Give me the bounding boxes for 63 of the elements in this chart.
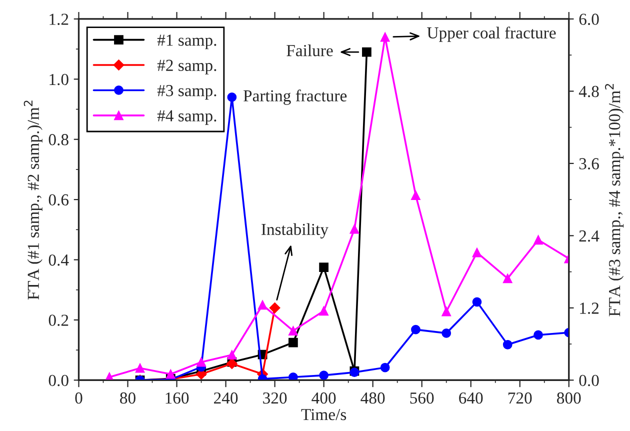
legend-label: #1 samp. [157, 34, 216, 50]
y-tick-label: 0.6 [48, 194, 69, 206]
legend-label: #4 samp. [157, 110, 216, 125]
y-axis-title: FTA (#1 samp., #2 samp.)/m$^{2}$ [24, 100, 42, 300]
x-tick-label: 240 [214, 392, 238, 404]
point [472, 297, 482, 307]
y2-tick-label: 2.4 [579, 230, 600, 242]
point [534, 235, 543, 245]
point [380, 362, 390, 372]
x-tick-label: 0 [75, 392, 82, 404]
point [288, 372, 298, 380]
annotation: Instability [262, 223, 328, 238]
point [288, 326, 298, 336]
y2-tick-label: 0.0 [579, 374, 599, 386]
point [226, 358, 238, 370]
point [227, 92, 237, 102]
point [319, 306, 329, 316]
point [380, 32, 390, 42]
x-tick-label: 640 [459, 392, 483, 404]
point [319, 370, 329, 380]
point [362, 47, 372, 57]
point [502, 274, 512, 284]
y-tick-label: 1.0 [50, 74, 68, 86]
x-tick-label: 80 [120, 392, 136, 404]
y-tick-label: 0.0 [48, 374, 68, 386]
annotation: Failure [286, 44, 333, 56]
y-tick-label: 0.4 [48, 254, 69, 266]
y2-tick-label: 4.8 [578, 86, 599, 98]
point [258, 300, 268, 310]
point [534, 330, 543, 340]
point [227, 350, 237, 360]
point [350, 224, 360, 234]
point [442, 328, 452, 338]
point [442, 306, 452, 316]
y2-tick-label: 1.2 [580, 302, 599, 314]
x-axis-title: Time/s [301, 408, 346, 420]
point [472, 248, 482, 258]
point [196, 357, 206, 367]
x-tick-label: 720 [508, 392, 532, 404]
x-tick-label: 800 [557, 392, 581, 404]
point [411, 324, 420, 334]
legend-label: #3 samp. [157, 85, 216, 100]
annotation: Upper coal fracture [427, 26, 556, 42]
y2-axis-title: FTA (#3 samp., #4 samp.*100)/m$^{2}$ [605, 84, 624, 316]
y2-tick-label: 3.6 [579, 158, 599, 170]
point [319, 262, 329, 272]
x-tick-label: 560 [410, 392, 434, 404]
point [269, 302, 280, 314]
x-tick-label: 320 [263, 392, 287, 404]
y-tick-label: 0.8 [48, 134, 68, 146]
point [411, 190, 420, 200]
x-tick-label: 160 [166, 392, 189, 404]
x-tick-label: 480 [360, 392, 385, 404]
point [502, 340, 512, 350]
x-tick-label: 400 [312, 392, 336, 404]
y2-tick-label: 6.0 [579, 14, 599, 25]
point [135, 363, 145, 373]
point [288, 338, 298, 348]
annotation: Parting fracture [244, 90, 347, 105]
point [166, 369, 176, 379]
y-tick-label: 1.2 [50, 14, 68, 25]
y-tick-label: 0.2 [48, 314, 68, 326]
legend-label: #2 samp. [157, 60, 216, 74]
